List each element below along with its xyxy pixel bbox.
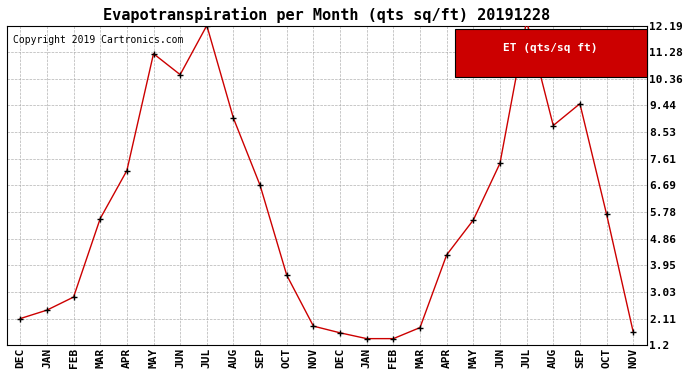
FancyBboxPatch shape [455, 29, 647, 76]
Text: Copyright 2019 Cartronics.com: Copyright 2019 Cartronics.com [13, 35, 184, 45]
Title: Evapotranspiration per Month (qts sq/ft) 20191228: Evapotranspiration per Month (qts sq/ft)… [104, 7, 551, 23]
Text: ET (qts/sq ft): ET (qts/sq ft) [503, 43, 598, 53]
